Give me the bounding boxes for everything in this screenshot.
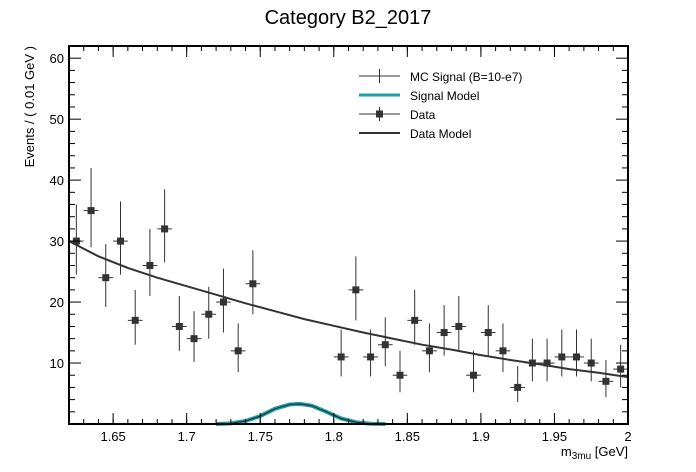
data-point (157, 189, 172, 263)
x-axis-label-main: m (561, 444, 572, 459)
data-point-marker (573, 353, 581, 361)
data-point-marker (528, 359, 536, 367)
data-point-marker (440, 329, 448, 337)
legend-label: Data Model (410, 127, 471, 141)
x-tick-label: 1.75 (248, 429, 273, 444)
data-point (127, 289, 143, 345)
chart-title: Category B2_2017 (265, 7, 432, 29)
y-tick-label: 60 (50, 51, 64, 66)
data-point-marker (455, 322, 463, 330)
data-point-marker (161, 225, 169, 233)
data-point (142, 228, 158, 296)
data-point-marker (337, 353, 345, 361)
data-point (201, 286, 217, 339)
data-point-marker (617, 365, 625, 373)
y-tick-label: 50 (50, 112, 64, 127)
axes-layer: 1.65 1.7 1.75 1.8 1.85 1.9 1.95 2 10 20 30 40 50 60 (50, 45, 632, 444)
data-point (539, 338, 555, 382)
data-point-marker (543, 359, 551, 367)
data-point (230, 323, 246, 373)
legend-data-swatch-marker (376, 110, 383, 118)
data-point-marker (381, 341, 389, 349)
data-point (583, 338, 599, 382)
data-point-marker (146, 261, 154, 269)
x-tick-label: 1.65 (100, 429, 125, 444)
legend-item-data_model: Data Model (359, 127, 471, 141)
legend-item-signal_model: Signal Model (359, 89, 479, 103)
data-point (598, 359, 614, 398)
data-point-marker (484, 329, 492, 337)
data-point (466, 350, 481, 393)
x-tick-label: 1.8 (325, 429, 343, 444)
data-point (569, 329, 584, 377)
y-tick-label: 20 (50, 295, 64, 310)
data-point-marker (499, 347, 507, 355)
data-point (363, 329, 378, 377)
x-tick-label: 2 (624, 429, 631, 444)
legend-item-mc: MC Signal (B=10-e7) (359, 69, 522, 84)
legend-label: MC Signal (B=10-e7) (410, 70, 522, 84)
data-point (171, 295, 187, 351)
data-point (186, 311, 202, 362)
y-tick-label: 10 (50, 356, 64, 371)
data-point-marker (116, 237, 124, 245)
data-point (245, 250, 261, 315)
data-point-marker (425, 347, 433, 355)
data-point (613, 344, 628, 388)
x-tick-label: 1.85 (395, 429, 420, 444)
data-point (510, 366, 526, 403)
data-point (495, 323, 511, 373)
y-tick-label: 30 (50, 234, 64, 249)
x-axis-label-unit: [GeV] (591, 444, 628, 459)
data-point (436, 305, 452, 356)
data-point (451, 295, 467, 351)
y-axis-label: Events / ( 0.01 GeV ) (22, 46, 37, 167)
data-point (98, 244, 114, 307)
x-tick-label: 1.95 (542, 429, 567, 444)
data-point (83, 167, 99, 248)
data-point-marker (219, 298, 227, 306)
data-point-marker (470, 371, 478, 379)
data-point (392, 350, 408, 393)
data-point (348, 256, 364, 321)
data-point (216, 268, 231, 333)
data-point-marker (102, 274, 110, 282)
data-point-marker (396, 371, 404, 379)
data-point (525, 338, 540, 382)
data-point-marker (514, 383, 522, 391)
legend: MC Signal (B=10-e7) Signal Model Data Data … (359, 69, 522, 141)
data-point (554, 329, 570, 377)
y-tick-label: 40 (50, 173, 64, 188)
data-point-marker (205, 310, 213, 318)
data-point (333, 329, 349, 377)
x-axis-label-subscript: 3mu (572, 451, 591, 462)
data-point-marker (175, 322, 183, 330)
data-point-marker (87, 207, 95, 215)
x-axis-label: m3mu [GeV] (561, 444, 628, 462)
legend-item-data: Data (359, 107, 436, 122)
data-point-marker (587, 359, 595, 367)
data-point-marker (411, 316, 419, 324)
data-point-marker (367, 353, 375, 361)
data-point (422, 323, 437, 373)
data-point-marker (131, 316, 139, 324)
data-point-marker (352, 286, 360, 294)
data-point (480, 305, 496, 356)
data-point (377, 317, 393, 367)
data-point-marker (249, 280, 257, 288)
x-tick-label: 1.7 (178, 429, 196, 444)
data-point-marker (234, 347, 242, 355)
data-point (407, 289, 423, 345)
legend-label: Data (410, 108, 436, 122)
data-point-marker (558, 353, 566, 361)
data-point-marker (190, 335, 198, 343)
data-point-marker (602, 377, 610, 385)
legend-label: Signal Model (410, 89, 479, 103)
data-point (113, 201, 128, 275)
x-tick-label: 1.9 (472, 429, 490, 444)
